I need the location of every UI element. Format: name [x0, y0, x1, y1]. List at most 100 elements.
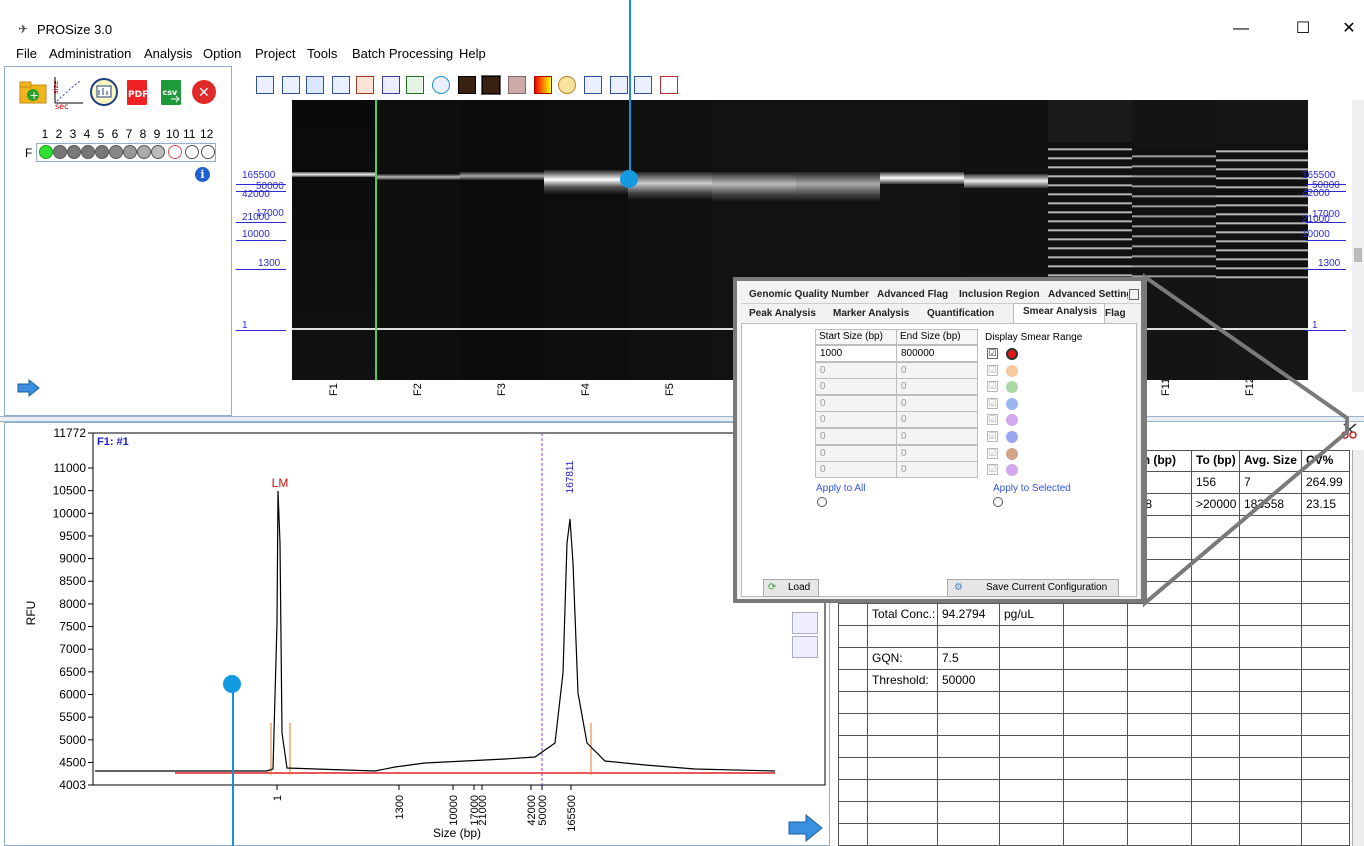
save-configuration-button[interactable]: ⚙ Save Current Configuration — [947, 579, 1119, 597]
smear-display-checkbox[interactable]: ☑ — [987, 447, 998, 459]
gel-light-icon[interactable] — [508, 76, 526, 94]
smear-start-cell[interactable]: 0 — [815, 361, 897, 379]
marker-tool-icon[interactable] — [356, 76, 374, 94]
maximize-button[interactable]: ☐ — [1295, 20, 1311, 37]
peak-curve-icon[interactable] — [660, 76, 678, 94]
calculator-icon[interactable] — [89, 77, 119, 107]
edit-tool-icon[interactable] — [382, 76, 400, 94]
tab-advanced-setting[interactable]: Advanced Setting — [1048, 289, 1128, 300]
smear-display-checkbox[interactable]: ☑ — [987, 397, 998, 409]
peak-view-icon[interactable] — [634, 76, 652, 94]
split-view-icon[interactable] — [282, 76, 300, 94]
view-window-icon[interactable] — [256, 76, 274, 94]
image-view-icon[interactable] — [306, 76, 324, 94]
smear-end-cell[interactable]: 0 — [896, 444, 978, 462]
menu-file[interactable]: File — [16, 46, 37, 61]
menu-tools[interactable]: Tools — [307, 46, 338, 61]
apply-to-all-radio[interactable] — [817, 497, 827, 507]
close-button[interactable]: ✕ — [1342, 20, 1356, 37]
smear-color-dot[interactable] — [1006, 464, 1018, 477]
peaks-view-icon[interactable] — [792, 612, 818, 634]
palette-icon[interactable] — [558, 76, 576, 94]
tab-inclusion-region[interactable]: Inclusion Region — [959, 289, 1040, 300]
gel-scrollbar[interactable] — [1352, 100, 1364, 392]
smear-color-dot[interactable] — [1006, 381, 1018, 394]
tab-smear-analysis-active[interactable] — [1013, 303, 1105, 323]
tab-quantification[interactable]: Quantification — [927, 308, 995, 319]
smear-display-checkbox[interactable]: ☑ — [987, 364, 998, 376]
well-f2[interactable] — [53, 145, 67, 159]
lane-select-icon[interactable] — [584, 76, 602, 94]
blank-view-icon[interactable] — [332, 76, 350, 94]
smear-end-cell[interactable]: 0 — [896, 361, 978, 379]
close-red-icon[interactable]: ✕ — [191, 79, 217, 105]
tab-peak-analysis[interactable]: Peak Analysis — [749, 308, 816, 319]
scissors-icon[interactable] — [1340, 422, 1360, 445]
single-peak-icon[interactable] — [792, 636, 818, 658]
smear-start-cell[interactable]: 0 — [815, 411, 897, 429]
tab-advanced-flag[interactable]: Advanced Flag — [877, 289, 949, 300]
smear-display-checkbox[interactable]: ☑ — [987, 381, 998, 393]
menu-project[interactable]: Project — [255, 46, 296, 61]
smear-color-dot[interactable] — [1006, 431, 1018, 443]
gel-dark-selected-icon[interactable] — [481, 75, 501, 95]
load-button[interactable]: ⟳ Load — [763, 579, 819, 597]
well-f10[interactable] — [168, 145, 182, 159]
smear-color-dot[interactable] — [1006, 348, 1018, 360]
smear-start-cell[interactable]: 0 — [815, 394, 897, 412]
bar-view-icon[interactable] — [610, 76, 628, 94]
well-f12[interactable] — [201, 145, 215, 159]
well-f3[interactable] — [67, 145, 81, 159]
minimize-button[interactable]: — — [1233, 20, 1249, 37]
add-folder-icon[interactable]: + — [19, 79, 47, 105]
well-f5[interactable] — [95, 145, 109, 159]
arrow-right-icon[interactable] — [17, 378, 41, 402]
smear-display-checkbox[interactable]: ☑ — [987, 464, 998, 476]
smear-start-cell[interactable]: 0 — [815, 461, 897, 479]
smear-end-cell[interactable]: 0 — [896, 394, 978, 412]
arrow-right-large-icon[interactable] — [788, 813, 824, 846]
menu-batch-processing[interactable]: Batch Processing — [352, 46, 454, 61]
smear-end-cell[interactable]: 0 — [896, 378, 978, 396]
smear-end-cell[interactable]: 0 — [896, 428, 978, 445]
menu-administration[interactable]: Administration — [49, 46, 132, 61]
well-f6[interactable] — [109, 145, 123, 159]
smear-end-cell[interactable]: 0 — [896, 461, 978, 479]
smear-color-dot[interactable] — [1006, 397, 1018, 410]
color-gradient-icon[interactable] — [534, 76, 552, 94]
tab-genomic-quality-number[interactable]: Genomic Quality Number — [749, 289, 870, 300]
crosshair-icon[interactable] — [432, 76, 450, 94]
apply-to-selected-radio[interactable] — [993, 497, 1003, 507]
results-scrollbar[interactable] — [1352, 450, 1364, 846]
electropherogram-chart[interactable]: F1: #1 11772 11000 10500 10000 9500 9000 8500 80… — [5, 423, 831, 846]
tab-smear-analysis[interactable]: Smear Analysis — [1023, 306, 1098, 317]
tab-flag[interactable]: Flag — [1105, 308, 1126, 319]
smear-color-dot[interactable] — [1006, 364, 1018, 377]
well-f9[interactable] — [151, 145, 165, 159]
csv-export-icon[interactable]: csv — [159, 79, 185, 107]
size-vs-sec-icon[interactable]: sec size — [51, 75, 85, 109]
tab-marker-analysis[interactable]: Marker Analysis — [833, 308, 910, 319]
well-f8[interactable] — [137, 145, 151, 159]
smear-display-checkbox[interactable]: ☑ — [987, 348, 998, 359]
well-f11[interactable] — [185, 145, 199, 159]
well-f4[interactable] — [81, 145, 95, 159]
splitter-horizontal[interactable] — [0, 416, 1364, 422]
well-f1[interactable] — [39, 145, 53, 159]
smear-display-checkbox[interactable]: ☑ — [987, 414, 998, 426]
menu-option[interactable]: Option — [203, 46, 242, 61]
info-icon[interactable]: i — [195, 167, 210, 182]
menu-analysis[interactable]: Analysis — [144, 46, 193, 61]
smear-color-dot[interactable] — [1006, 447, 1018, 460]
smear-display-checkbox[interactable]: ☑ — [987, 431, 998, 442]
pdf-export-icon[interactable]: PDF — [125, 79, 151, 107]
smear-start-cell[interactable]: 0 — [815, 378, 897, 396]
zoom-tool-icon[interactable] — [406, 76, 424, 94]
gel-dark-icon[interactable] — [458, 76, 476, 94]
smear-end-cell[interactable]: 0 — [896, 411, 978, 429]
smear-start-cell[interactable]: 0 — [815, 444, 897, 462]
well-f7[interactable] — [123, 145, 137, 159]
smear-start-cell[interactable]: 0 — [815, 428, 897, 445]
menu-help[interactable]: Help — [459, 46, 486, 61]
gel-scroll-thumb[interactable] — [1354, 248, 1362, 262]
